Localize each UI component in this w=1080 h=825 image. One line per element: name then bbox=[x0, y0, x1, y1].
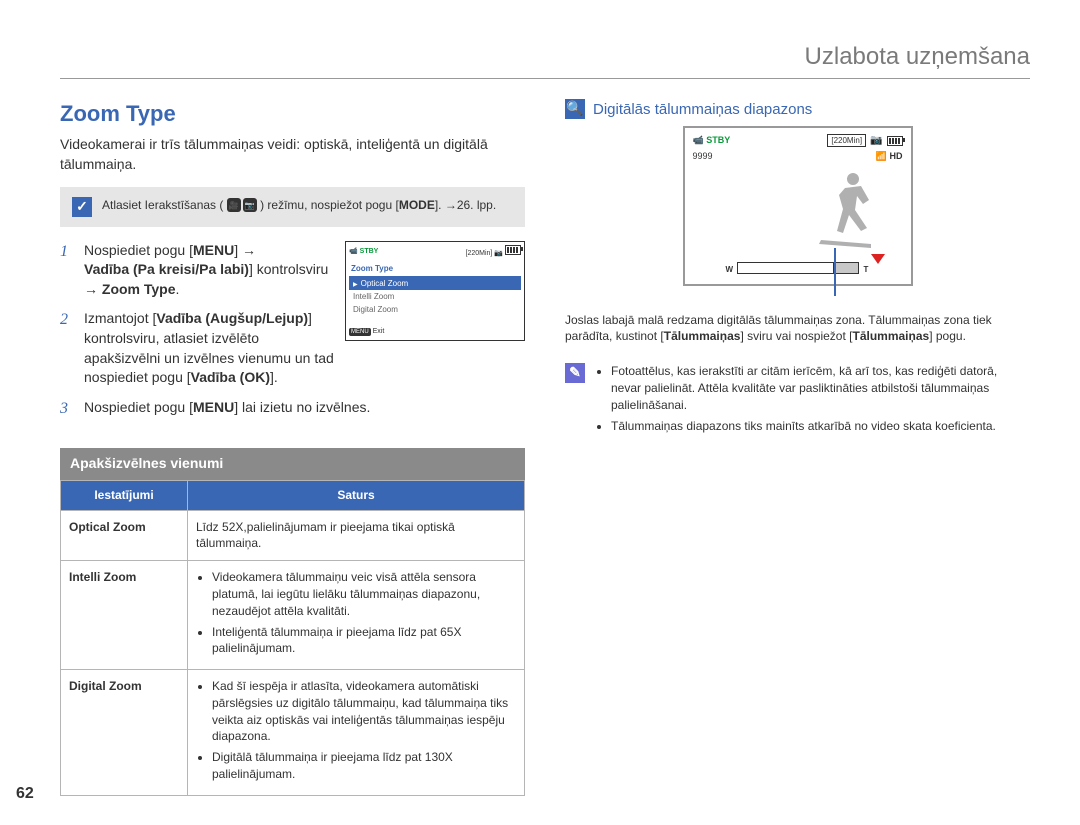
table-row-name: Intelli Zoom bbox=[61, 561, 188, 670]
callout-line bbox=[834, 248, 836, 296]
page-header: Uzlabota uzņemšana bbox=[60, 40, 1030, 79]
check-icon: ✓ bbox=[72, 197, 92, 217]
table-row-desc: Kad šī iespēja ir atlasīta, videokamera … bbox=[188, 670, 525, 796]
zoom-pointer-icon bbox=[871, 254, 885, 264]
th-content: Saturs bbox=[188, 480, 525, 510]
step-1-text: Nospiediet pogu [MENU] → Vadība (Pa krei… bbox=[84, 241, 335, 300]
skater-silhouette bbox=[813, 168, 883, 248]
battery-icon bbox=[887, 136, 903, 146]
right-box-title: 🔍 Digitālās tālummaiņas diapazons bbox=[565, 99, 1030, 120]
lcd-count: 9999 bbox=[693, 150, 713, 163]
video-mode-icon: 🎥📷 bbox=[227, 198, 257, 212]
th-settings: Iestatījumi bbox=[61, 480, 188, 510]
zoom-t-label: T bbox=[864, 264, 869, 275]
lcd-time: [220Min] bbox=[827, 134, 866, 147]
info-icon: ✎ bbox=[565, 363, 585, 383]
lcd-caption: Joslas labajā malā redzama digitālās tāl… bbox=[565, 312, 1030, 346]
grey-note-box: ✓ Atlasiet Ierakstīšanas ( 🎥📷 ) režīmu, … bbox=[60, 187, 525, 227]
mini-menu-item: Intelli Zoom bbox=[349, 290, 521, 303]
table-row-name: Optical Zoom bbox=[61, 510, 188, 561]
zoom-bar bbox=[737, 262, 859, 274]
section-title: Zoom Type bbox=[60, 99, 525, 130]
step-number: 2 bbox=[60, 309, 74, 387]
side-note-item: Fotoattēlus, kas ierakstīti ar citām ier… bbox=[611, 363, 1030, 413]
table-row-desc: Līdz 52X,palielinājumam ir pieejama tika… bbox=[188, 510, 525, 561]
intro-text: Videokamerai ir trīs tālummaiņas veidi: … bbox=[60, 135, 525, 174]
table-row-desc: Videokamera tālummaiņu veic visā attēla … bbox=[188, 561, 525, 670]
lcd-hd-badge: HD bbox=[890, 151, 903, 161]
magnify-icon: 🔍 bbox=[565, 99, 585, 119]
step-number: 1 bbox=[60, 241, 74, 300]
lcd-illustration: 📹 STBY [220Min] 📷 9999 📶 HD bbox=[683, 126, 913, 286]
mini-menu-item-selected: Optical Zoom bbox=[349, 277, 521, 290]
subsection-bar: Apakšizvēlnes vienumi bbox=[60, 448, 525, 480]
step-2-text: Izmantojot [Vadība (Augšup/Lejup)] kontr… bbox=[84, 309, 335, 387]
table-row-name: Digital Zoom bbox=[61, 670, 188, 796]
mini-menu-title: Zoom Type bbox=[349, 262, 521, 276]
zoom-w-label: W bbox=[726, 264, 734, 275]
mini-lcd-illustration: 📹 STBY [220Min] 📷 Zoom Type Optical Zoom… bbox=[345, 241, 525, 341]
step-3-text: Nospiediet pogu [MENU] lai izietu no izv… bbox=[84, 398, 525, 420]
options-table: Iestatījumi Saturs Optical ZoomLīdz 52X,… bbox=[60, 480, 525, 796]
lcd-stby: STBY bbox=[706, 135, 730, 145]
step-number: 3 bbox=[60, 398, 74, 420]
side-notes-list: Fotoattēlus, kas ierakstīti ar citām ier… bbox=[595, 363, 1030, 438]
side-note-item: Tālummaiņas diapazons tiks mainīts atkar… bbox=[611, 418, 1030, 435]
page-number: 62 bbox=[16, 783, 34, 805]
grey-note-text: Atlasiet Ierakstīšanas ( 🎥📷 ) režīmu, no… bbox=[102, 197, 496, 214]
mini-menu-item: Digital Zoom bbox=[349, 303, 521, 316]
